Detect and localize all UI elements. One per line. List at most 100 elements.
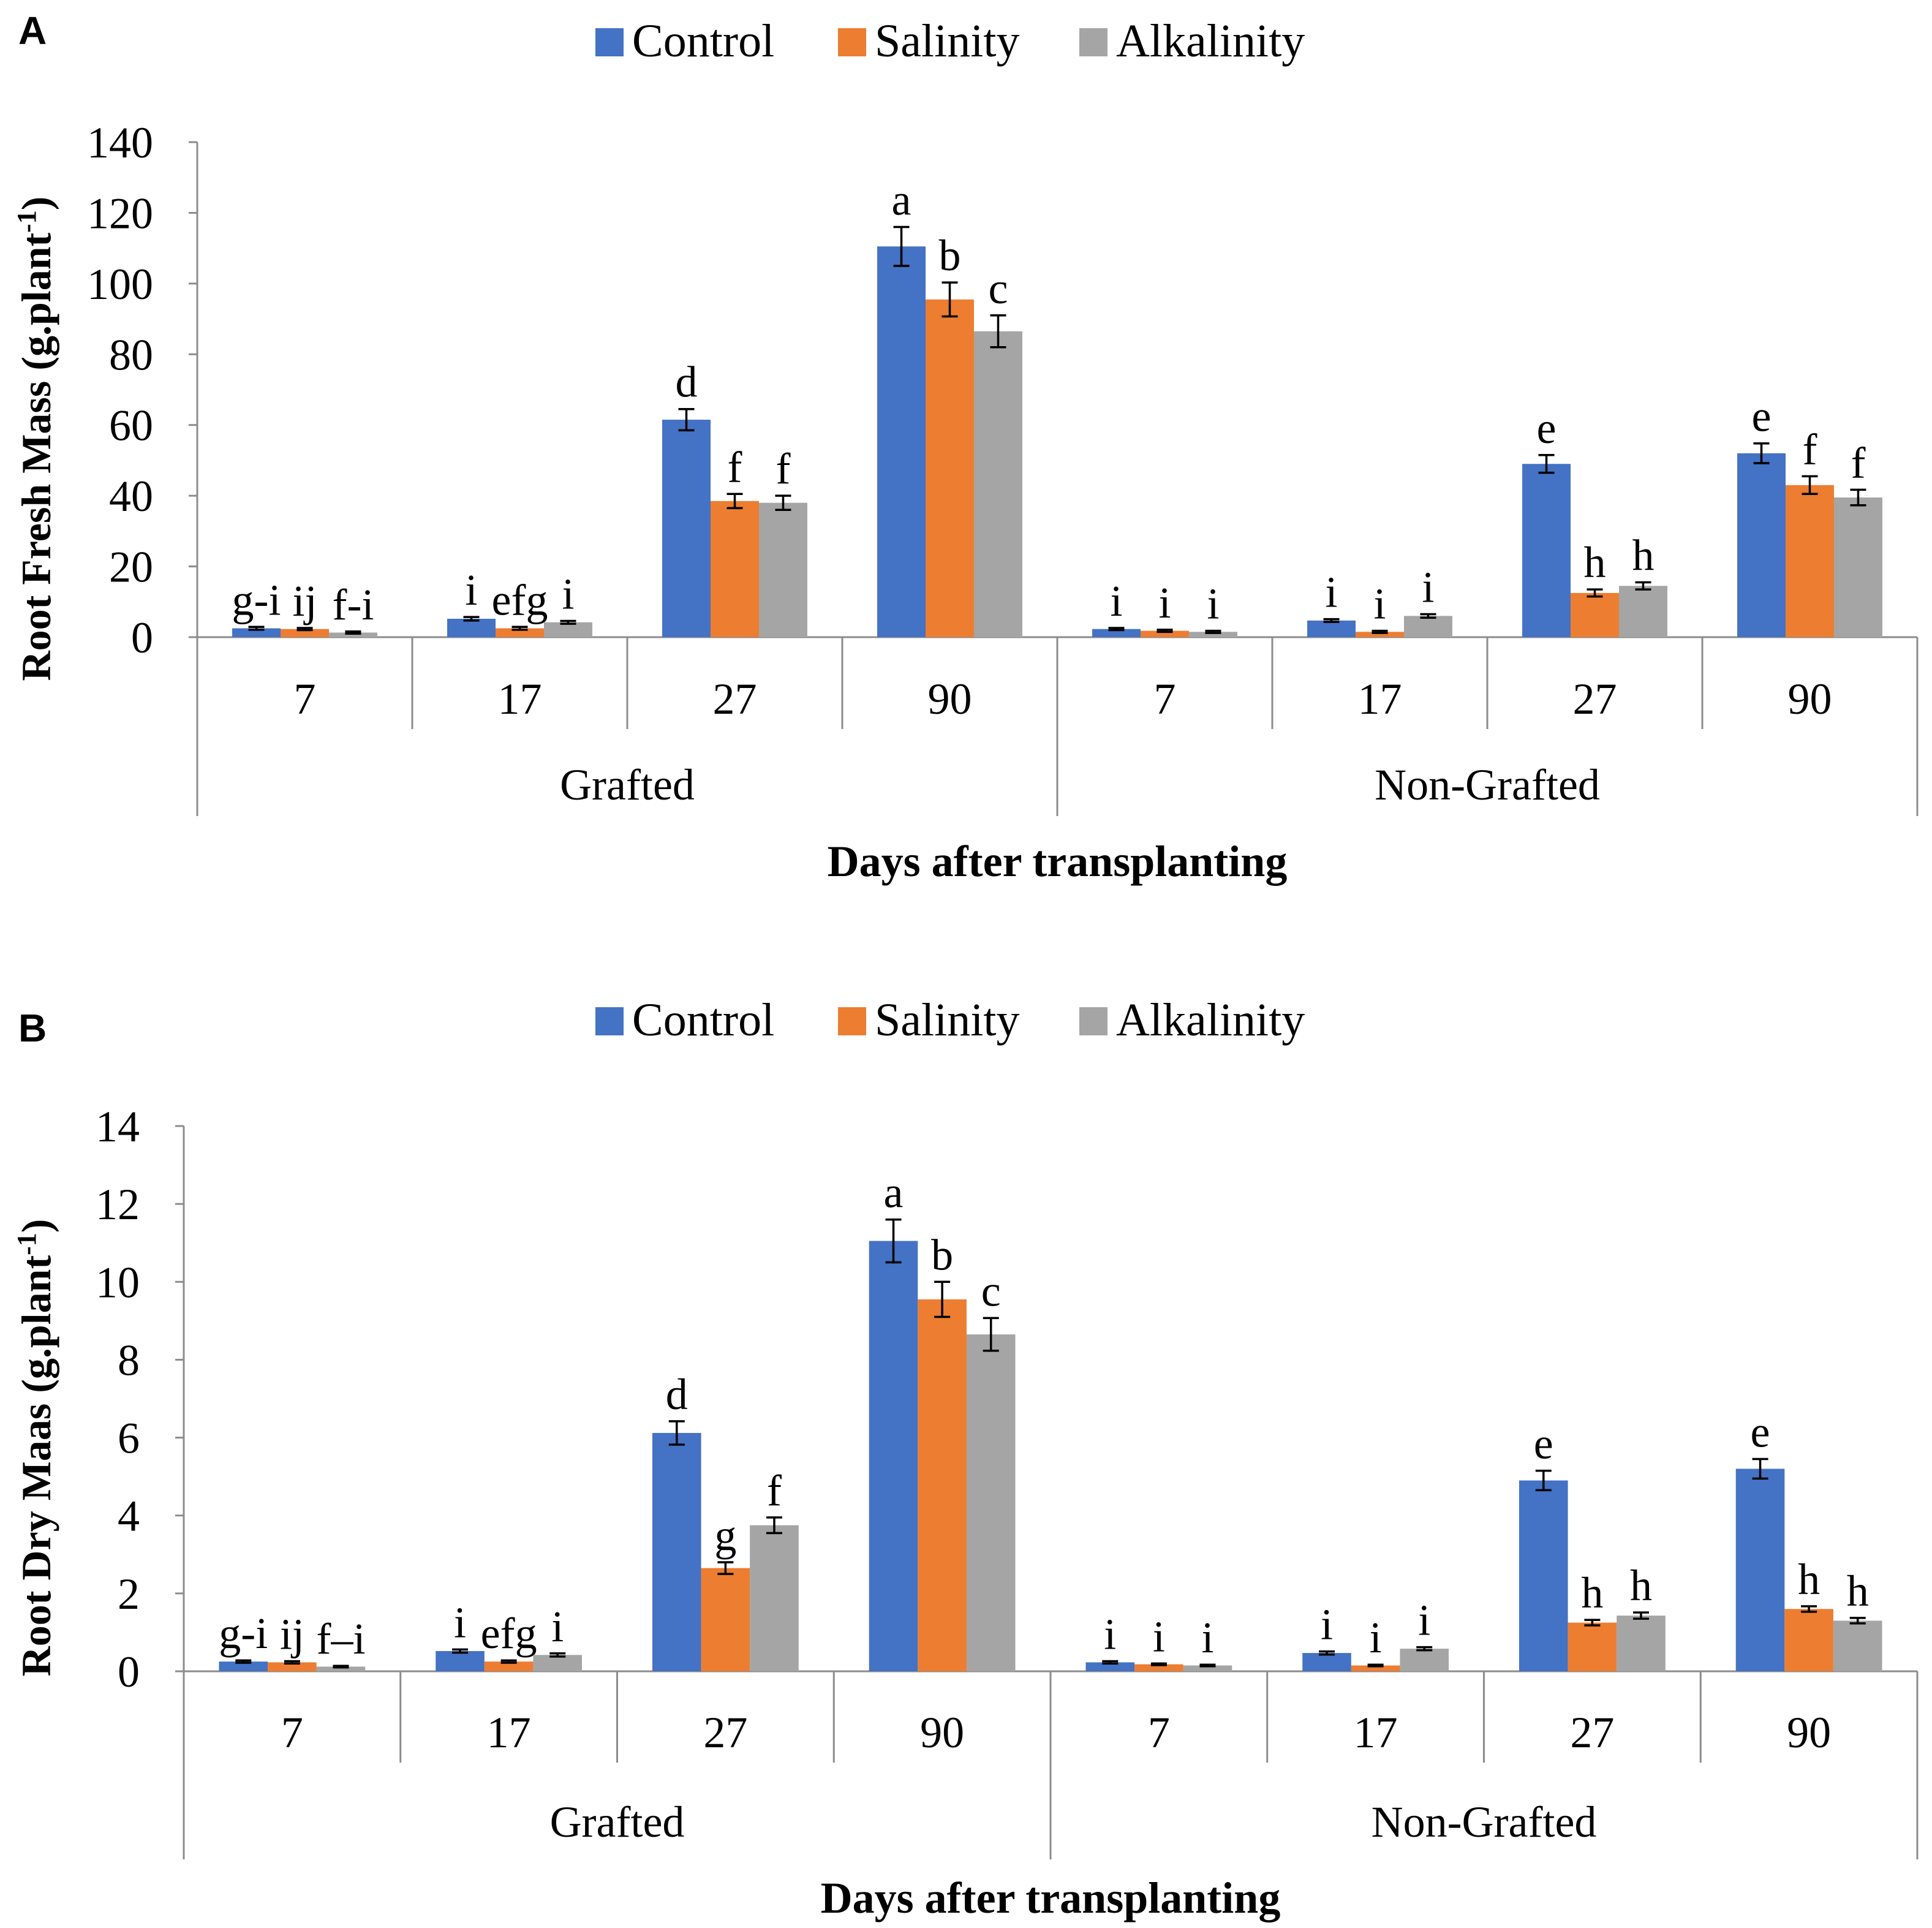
bar-salinity (926, 299, 974, 637)
x-group-label: Grafted (550, 1798, 685, 1847)
x-category-label: 7 (294, 675, 316, 724)
significance-letter: f (775, 444, 790, 493)
significance-letter: e (1537, 404, 1557, 453)
bar-salinity (711, 501, 759, 637)
legend-swatch-salinity (838, 28, 866, 56)
legend-label-salinity: Salinity (875, 994, 1019, 1046)
bar-control (1092, 629, 1141, 637)
legend-label-alkalinity: Alkalinity (1116, 15, 1305, 67)
y-tick-label: 80 (109, 330, 153, 379)
bar-alkalinity (1400, 1649, 1449, 1671)
bar-alkalinity (1188, 632, 1237, 637)
significance-letter: a (884, 1168, 904, 1217)
legend-label-alkalinity: Alkalinity (1116, 994, 1305, 1046)
significance-letter: e (1751, 1408, 1770, 1457)
significance-letter: i (1158, 578, 1171, 627)
y-axis-label-main: Root Dry Maas (g.plant (13, 1255, 59, 1677)
x-category-label: 90 (1788, 675, 1832, 724)
x-category-label: 90 (920, 1708, 964, 1757)
significance-letter: i (1321, 1600, 1333, 1649)
legend-swatch-control (595, 1007, 624, 1035)
significance-letter: i (1418, 1596, 1430, 1645)
legend-label-control: Control (632, 994, 774, 1046)
x-category-label: 27 (703, 1708, 747, 1757)
x-category-label: 7 (1148, 1708, 1170, 1757)
bar-salinity (1571, 592, 1619, 637)
significance-letter: f (1803, 425, 1817, 474)
x-group-label: Non-Grafted (1372, 1798, 1597, 1847)
y-tick-label: 0 (118, 1647, 140, 1696)
significance-letter: b (931, 1230, 953, 1279)
x-category-label: 90 (928, 675, 972, 724)
significance-letter: efg (481, 1609, 537, 1658)
bar-control (436, 1650, 485, 1671)
bar-alkalinity (750, 1525, 799, 1671)
significance-letter: h (1630, 1561, 1652, 1610)
significance-letter: f (1851, 438, 1865, 487)
significance-letter: g-i (219, 1609, 268, 1658)
y-axis-label-close: ) (13, 1219, 59, 1233)
bar-salinity (1356, 632, 1404, 637)
y-tick-label: 100 (87, 260, 153, 309)
significance-letter: i (466, 565, 478, 614)
panel-label: B (18, 1006, 47, 1050)
bar-control (869, 1241, 918, 1671)
y-axis-label-close: ) (13, 197, 59, 211)
significance-letter: g-i (232, 575, 281, 624)
y-axis-label: Root Dry Maas (g.plant-1) (12, 1219, 60, 1677)
bar-alkalinity (1833, 1620, 1882, 1671)
significance-letter: e (1534, 1420, 1553, 1469)
bar-control (1302, 1653, 1351, 1671)
significance-letter: f-i (332, 580, 374, 629)
significance-letter: e (1752, 392, 1772, 441)
significance-letter: f (728, 442, 742, 491)
bar-salinity (1784, 1609, 1833, 1671)
significance-letter: i (1370, 1613, 1382, 1662)
significance-letter: a (892, 176, 911, 225)
y-tick-label: 10 (96, 1258, 140, 1307)
bar-control (1085, 1662, 1135, 1671)
legend-swatch-alkalinity (1079, 1007, 1108, 1035)
bar-salinity (268, 1662, 317, 1671)
bar-salinity (1786, 485, 1834, 637)
x-axis-title: Days after transplanting (821, 1873, 1281, 1922)
x-category-label: 27 (713, 675, 757, 724)
significance-letter: b (939, 231, 961, 280)
significance-letter: ij (292, 577, 317, 626)
bar-control (662, 420, 711, 637)
bar-salinity (1568, 1622, 1617, 1671)
y-tick-label: 40 (109, 472, 153, 521)
bar-control (877, 246, 926, 637)
bar-alkalinity (328, 632, 377, 637)
chart-panel-b: B Control Salinity Alkalinity 0 2 4 6 8 10 12 14 Roo… (12, 994, 1919, 1922)
significance-letter: f (767, 1466, 782, 1515)
x-group-label: Non-Grafted (1375, 760, 1600, 809)
y-tick-label: 120 (87, 189, 153, 238)
y-tick-label: 20 (109, 543, 153, 592)
bar-salinity (1141, 630, 1189, 637)
bar-alkalinity (966, 1334, 1016, 1671)
x-category-label: 17 (1354, 1708, 1398, 1757)
y-axis-label-superscript: -1 (12, 1233, 42, 1255)
significance-letter: i (1111, 577, 1123, 626)
significance-letter: i (1207, 580, 1219, 629)
y-tick-label: 140 (87, 118, 153, 167)
x-category-label: 17 (1358, 675, 1402, 724)
y-axis-label: Root Fresh Mass (g.plant-1) (12, 197, 60, 681)
y-tick-label: 0 (131, 613, 153, 662)
significance-letter: h (1798, 1555, 1820, 1604)
x-category-label: 90 (1787, 1708, 1831, 1757)
bar-control (232, 628, 281, 637)
significance-letter: i (1104, 1609, 1116, 1658)
bar-salinity (281, 629, 329, 637)
bar-alkalinity (1617, 1616, 1666, 1671)
chart-panel-a: A Control Salinity Alkalinity 0 20 40 60 80 100 12… (12, 9, 1919, 886)
significance-letter: h (1632, 531, 1654, 580)
bar-alkalinity (316, 1666, 366, 1671)
y-tick-label: 60 (109, 401, 153, 450)
bar-alkalinity (1403, 616, 1452, 637)
y-tick-label: 2 (118, 1570, 140, 1619)
bar-control (1737, 453, 1786, 637)
x-category-label: 17 (487, 1708, 531, 1757)
bar-control (652, 1432, 701, 1671)
